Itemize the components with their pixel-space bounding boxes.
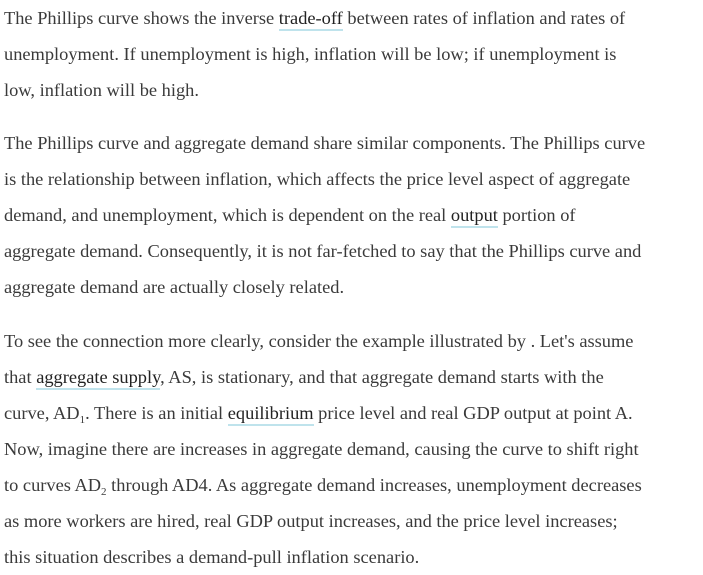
- text-line: curve, AD1. There is an initial equilibr…: [4, 395, 642, 431]
- subscript: 2: [101, 486, 107, 498]
- paragraph-phillips-curve-definition: The Phillips curve shows the inverse tra…: [4, 0, 625, 108]
- text-line: this situation describes a demand-pull i…: [4, 547, 420, 567]
- text-span: demand, and unemployment, which is depen…: [4, 205, 451, 225]
- text-line: to curves AD2 through AD4. As aggregate …: [4, 467, 642, 503]
- text-span: to curves AD: [4, 475, 102, 495]
- text-line: demand, and unemployment, which is depen…: [4, 197, 645, 233]
- glossary-link-output[interactable]: output: [450, 205, 498, 228]
- text-span: price level and real GDP output at point…: [313, 403, 633, 423]
- text-line: The Phillips curve and aggregate demand …: [4, 133, 646, 153]
- text-line: Now, imagine there are increases in aggr…: [4, 439, 639, 459]
- text-span: between rates of inflation and rates of: [342, 8, 626, 28]
- text-line: is the relationship between inflation, w…: [4, 169, 631, 189]
- text-line: aggregate demand are actually closely re…: [4, 277, 345, 297]
- subscript: 1: [79, 414, 86, 426]
- text-span: curve, AD: [4, 403, 80, 423]
- text-span: . There is an initial: [85, 403, 228, 423]
- glossary-link-aggregate-supply[interactable]: aggregate supply: [36, 367, 161, 390]
- text-span: through AD4. As aggregate demand increas…: [106, 475, 642, 495]
- glossary-link-trade-off[interactable]: trade-off: [278, 8, 343, 31]
- text-span: that: [4, 367, 37, 387]
- text-line: The Phillips curve shows the inverse tra…: [4, 0, 625, 36]
- glossary-link-equilibrium[interactable]: equilibrium: [227, 403, 314, 426]
- paragraph-phillips-curve-aggregate-demand: The Phillips curve and aggregate demand …: [4, 125, 645, 305]
- text-line: low, inflation will be high.: [4, 80, 199, 100]
- text-span: , AS, is stationary, and that aggregate …: [160, 367, 604, 387]
- paragraph-demand-pull-example: To see the connection more clearly, cons…: [4, 323, 642, 575]
- text-line: that aggregate supply, AS, is stationary…: [4, 359, 642, 395]
- text-span: portion of: [497, 205, 576, 225]
- text-line: To see the connection more clearly, cons…: [4, 331, 634, 351]
- text-line: as more workers are hired, real GDP outp…: [4, 511, 618, 531]
- text-line: aggregate demand. Consequently, it is no…: [4, 241, 642, 261]
- text-line: unemployment. If unemployment is high, i…: [4, 44, 617, 64]
- text-span: The Phillips curve shows the inverse: [4, 8, 279, 28]
